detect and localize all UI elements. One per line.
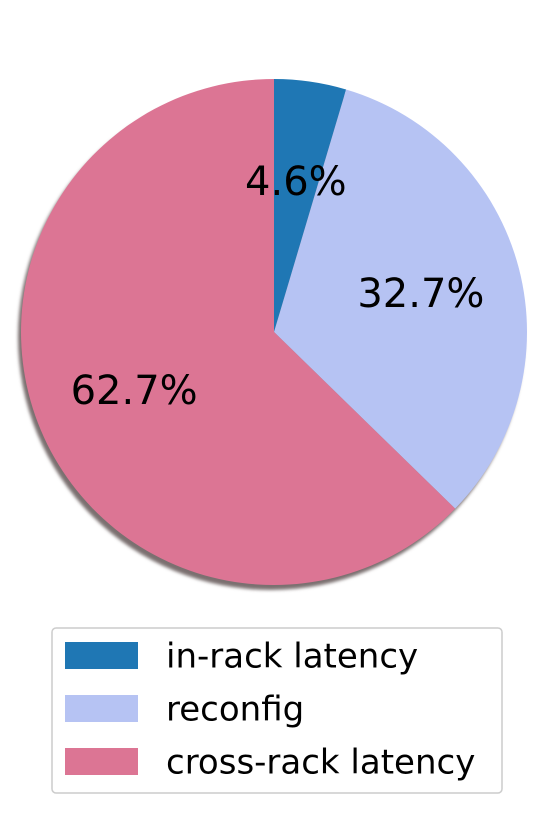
- pie-slice-percent-label: 32.7%: [357, 271, 484, 317]
- legend-swatch: [65, 695, 138, 722]
- legend-label: cross-rack latency: [166, 743, 475, 783]
- pie-slice-cross-rack-latency: [21, 79, 456, 585]
- pie-slices: [21, 79, 528, 585]
- legend-label: in-rack latency: [166, 637, 418, 677]
- legend-swatch: [65, 642, 138, 669]
- legend-swatch: [65, 748, 138, 775]
- legend-label: reconfig: [166, 690, 304, 730]
- pie-slice-percent-label: 4.6%: [245, 159, 347, 205]
- legend: in-rack latency reconfig cross-rack latenc…: [51, 627, 503, 794]
- pie-slice-reconfig: [274, 89, 528, 509]
- pie-slice-in-rack-latency: [274, 79, 347, 332]
- legend-frame: [51, 627, 503, 794]
- pie-labels: 4.6% 32.7% 62.7%: [71, 159, 485, 414]
- pie-slice-percent-label: 62.7%: [71, 368, 198, 414]
